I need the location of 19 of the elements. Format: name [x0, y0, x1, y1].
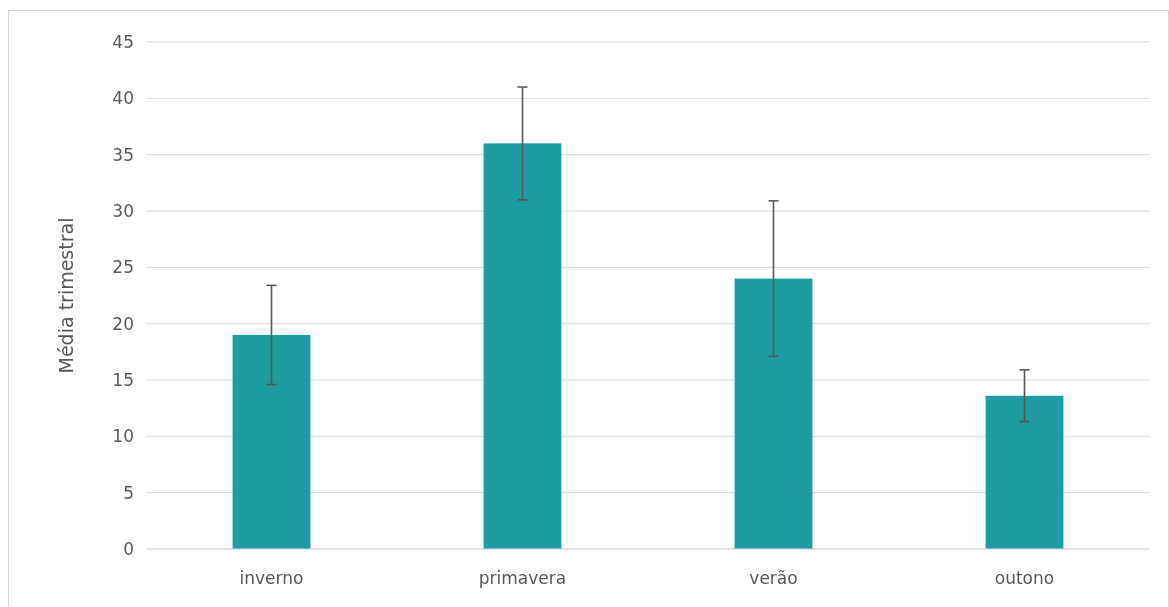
bar: [734, 278, 813, 549]
y-tick-label: 5: [123, 482, 134, 503]
y-tick-label: 20: [112, 313, 134, 334]
y-tick-label: 25: [112, 257, 134, 278]
y-tick-label: 15: [112, 369, 134, 390]
y-tick-label: 30: [112, 200, 134, 221]
x-tick-label: outono: [994, 568, 1055, 588]
y-tick-label: 45: [112, 31, 134, 52]
bar: [232, 334, 311, 549]
x-tick-label: primavera: [478, 568, 567, 588]
y-tick-label: 10: [112, 426, 134, 447]
x-tick-label: inverno: [239, 568, 304, 588]
y-tick-label: 0: [123, 538, 134, 559]
bar: [985, 395, 1064, 549]
bar: [483, 143, 562, 549]
x-tick-label: verão: [749, 568, 798, 588]
y-tick-label: 40: [112, 88, 134, 109]
y-tick-label: 35: [112, 144, 134, 165]
y-axis-title: Média trimestral: [55, 217, 77, 374]
